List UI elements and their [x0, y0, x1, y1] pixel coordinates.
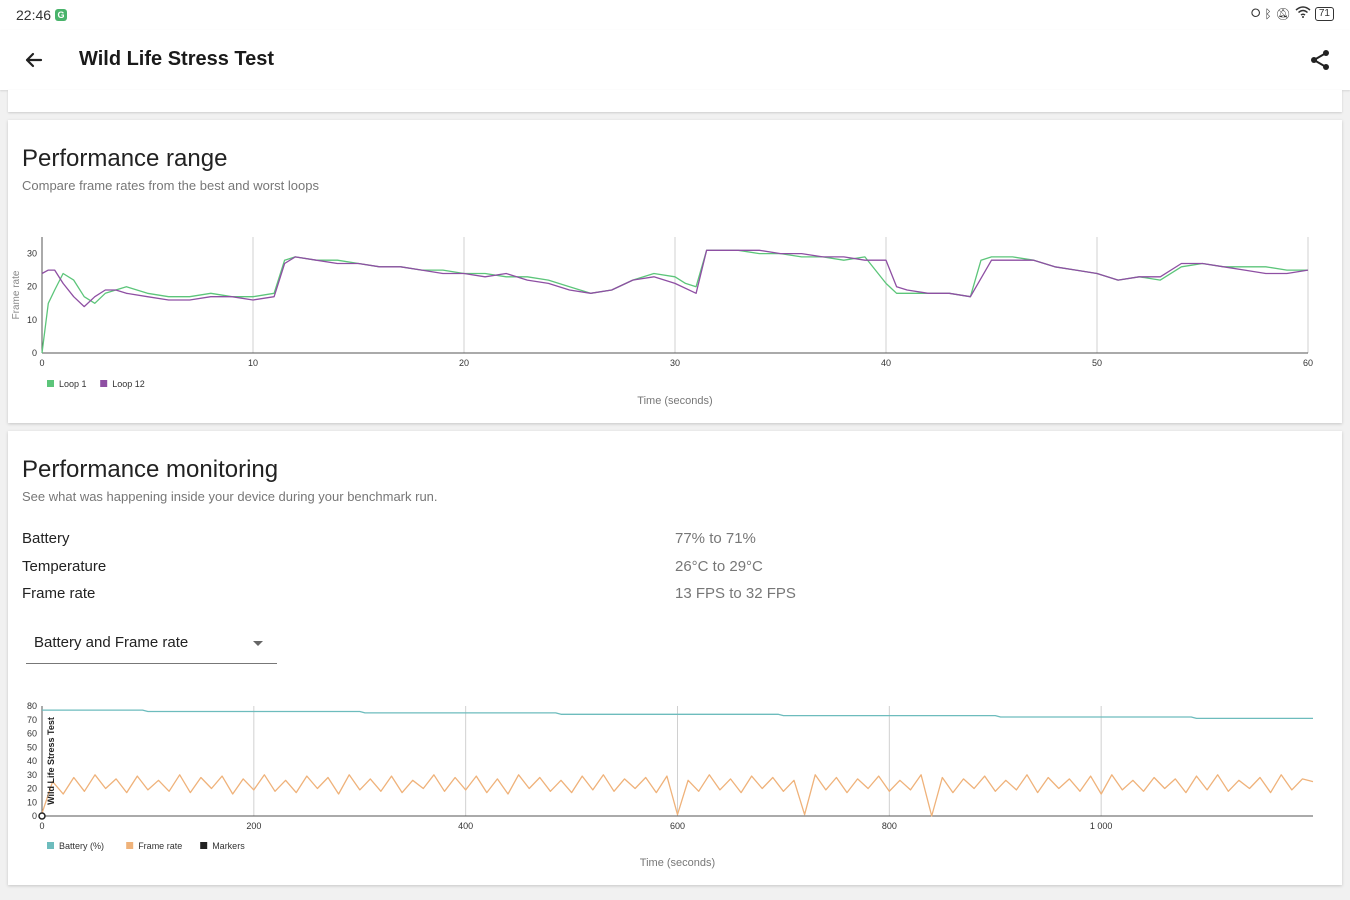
legend-label: Loop 1: [59, 379, 87, 389]
stat-value-battery: 77% to 71%: [675, 530, 756, 547]
legend-swatch: [100, 380, 108, 387]
y-tick-label: 30: [27, 249, 37, 259]
x-tick-label: 0: [39, 821, 44, 831]
stat-label-temperature: Temperature: [22, 558, 107, 575]
x-tick-label: 60: [1303, 358, 1313, 368]
x-axis-label: Time (seconds): [637, 395, 712, 407]
x-tick-label: 30: [670, 358, 680, 368]
legend-label: Loop 12: [112, 379, 145, 389]
share-button[interactable]: [1306, 46, 1334, 74]
x-tick-label: 600: [670, 821, 685, 831]
legend-label: Frame rate: [138, 841, 182, 851]
bluetooth-icon: ᛒ: [1264, 6, 1272, 21]
x-tick-label: 800: [882, 821, 897, 831]
x-tick-label: 20: [459, 358, 469, 368]
x-tick-label: 1 000: [1090, 821, 1113, 831]
x-tick-label: 10: [248, 358, 258, 368]
x-tick-label: 200: [246, 821, 261, 831]
performance-range-title: Performance range: [22, 145, 228, 172]
legend-swatch: [47, 380, 54, 387]
page-title: Wild Life Stress Test: [79, 48, 275, 70]
y-tick-label: 60: [27, 729, 37, 739]
y-axis-label: Frame rate: [11, 270, 22, 319]
arrow-left-icon: [25, 52, 43, 68]
dropdown-caret-icon: [253, 641, 263, 646]
y-tick-label: 80: [27, 701, 37, 711]
y-tick-label: 40: [27, 756, 37, 766]
x-tick-label: 0: [39, 358, 44, 368]
y-tick-label: 0: [32, 811, 37, 821]
chart-metric-dropdown[interactable]: Battery and Frame rate: [26, 624, 277, 664]
back-button[interactable]: [20, 46, 48, 74]
dropdown-selected-value: Battery and Frame rate: [34, 634, 189, 651]
x-tick-label: 50: [1092, 358, 1102, 368]
performance-monitoring-subtitle: See what was happening inside your devic…: [22, 489, 438, 504]
previous-card-edge: [8, 90, 1342, 112]
performance-range-card: Performance range Compare frame rates fr…: [8, 120, 1342, 423]
status-icons: ⭘ ᛒ 🔕︎ 71: [1251, 6, 1334, 21]
app-bar: Wild Life Stress Test: [0, 30, 1350, 90]
x-tick-label: 40: [881, 358, 891, 368]
stat-label-frame-rate: Frame rate: [22, 585, 96, 602]
y-tick-label: 70: [27, 715, 37, 725]
legend-label: Markers: [212, 841, 245, 851]
status-time: 22:46: [16, 7, 52, 23]
notification-app-icon: G: [55, 9, 67, 21]
performance-monitoring-title: Performance monitoring: [22, 456, 279, 483]
start-marker: [38, 812, 46, 820]
y-tick-label: 30: [27, 770, 37, 780]
stat-label-battery: Battery: [22, 530, 70, 547]
y-tick-label: 50: [27, 742, 37, 752]
performance-monitoring-chart: 0 200 400 600 800 1 000 0 10 20 30 40 50 60 70 80 Wild …: [27, 701, 1314, 869]
share-icon: [1311, 50, 1329, 70]
x-tick-label: 400: [458, 821, 473, 831]
legend-label: Battery (%): [59, 841, 104, 851]
performance-range-subtitle: Compare frame rates from the best and wo…: [22, 178, 319, 193]
wifi-icon: [1295, 6, 1311, 21]
status-bar: 22:46 G ⭘ ᛒ 🔕︎ 71: [0, 0, 1350, 30]
stat-value-temperature: 26°C to 29°C: [675, 558, 763, 575]
y-tick-label: 20: [27, 282, 37, 292]
y-tick-label: 10: [27, 315, 37, 325]
series-line-battery: [42, 709, 1313, 720]
performance-range-chart: 0 10 20 30 40 50 60 0 10 20 30 Frame rate Loop 1 Loop…: [11, 237, 1313, 407]
y-tick-label: 20: [27, 784, 37, 794]
mute-icon: 🔕︎: [1275, 6, 1291, 21]
legend-swatch: [200, 842, 208, 849]
y-axis-label: Wild Life Stress Test: [46, 717, 56, 805]
legend-swatch: [47, 842, 54, 849]
y-tick-label: 0: [32, 348, 37, 358]
series-line-loop-12: [41, 249, 1309, 308]
battery-icon: 71: [1314, 6, 1334, 21]
x-axis-label: Time (seconds): [640, 857, 715, 869]
y-tick-label: 10: [27, 797, 37, 807]
vibrate-icon: ⭘: [1250, 6, 1261, 20]
series-line-frame-rate: [41, 774, 1314, 817]
legend-swatch: [126, 842, 134, 849]
stat-value-frame-rate: 13 FPS to 32 FPS: [675, 585, 796, 602]
performance-monitoring-card: Performance monitoring See what was happ…: [8, 431, 1342, 885]
